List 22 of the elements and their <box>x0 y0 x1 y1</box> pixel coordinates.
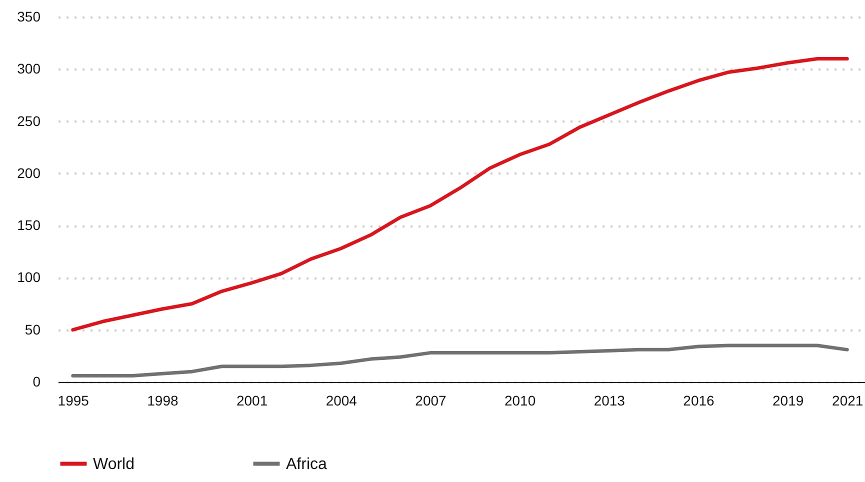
y-tick-label: 300 <box>17 60 41 77</box>
x-tick-label: 2021 <box>832 392 864 408</box>
x-tick-label: 2007 <box>415 392 447 408</box>
legend-label: Africa <box>286 456 327 473</box>
y-tick-label: 200 <box>17 164 41 181</box>
x-tick-label: 2010 <box>504 392 536 408</box>
x-tick-label: 1998 <box>147 392 179 408</box>
y-tick-label: 150 <box>17 217 41 234</box>
y-tick-label: 100 <box>17 269 41 286</box>
x-tick-label: 2019 <box>772 392 804 408</box>
x-tick-label: 2013 <box>594 392 626 408</box>
x-tick-label: 1995 <box>58 392 90 408</box>
y-tick-label: 350 <box>17 8 41 24</box>
line-series <box>71 344 849 378</box>
x-tick-label: 2004 <box>326 392 358 408</box>
x-tick-label: 2001 <box>236 392 268 408</box>
x-tick-label: 2016 <box>683 392 715 408</box>
line-series <box>71 56 849 332</box>
legend-label: World <box>93 456 134 473</box>
y-tick-label: 50 <box>24 321 41 338</box>
y-tick-label: 0 <box>32 374 41 390</box>
y-tick-label: 250 <box>17 112 41 129</box>
